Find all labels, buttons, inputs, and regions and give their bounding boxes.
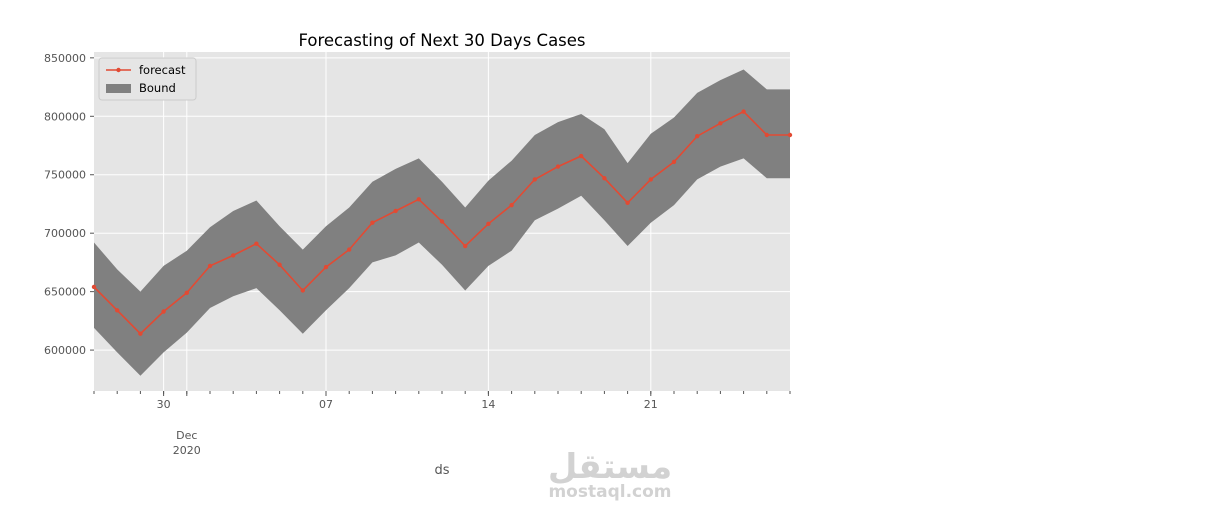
legend-bound-swatch — [106, 84, 131, 93]
forecast-point — [138, 331, 143, 336]
legend-forecast-label: forecast — [139, 63, 186, 77]
forecast-point — [91, 284, 97, 290]
forecast-point — [300, 288, 305, 293]
forecast-point — [648, 177, 653, 182]
x-tick-label: 14 — [481, 398, 495, 411]
forecast-point — [115, 308, 120, 313]
forecast-point — [555, 164, 561, 169]
forecast-point — [532, 177, 537, 182]
plot-area — [90, 52, 793, 391]
forecast-point — [184, 290, 189, 296]
forecast-point — [463, 243, 468, 249]
y-tick-label: 700000 — [44, 227, 86, 240]
forecast-point — [602, 176, 607, 181]
x-tick-label: 21 — [644, 398, 658, 411]
forecast-point — [787, 132, 793, 138]
watermark-arabic: مستقل — [548, 447, 672, 487]
forecast-point — [579, 153, 584, 159]
forecast-point — [231, 253, 236, 258]
forecast-point — [439, 219, 445, 224]
forecast-point — [207, 263, 213, 269]
x-axis-label: ds — [434, 463, 449, 478]
legend: forecast Bound — [98, 57, 197, 101]
forecast-point — [486, 221, 491, 227]
forecast-point — [764, 132, 769, 138]
chart-title: Forecasting of Next 30 Days Cases — [298, 31, 585, 50]
x-tick-year-label: 2020 — [173, 444, 201, 457]
y-tick-label: 650000 — [44, 286, 86, 299]
y-tick-label: 800000 — [44, 110, 86, 123]
forecast-point — [370, 220, 375, 225]
forecast-point — [718, 121, 723, 126]
legend-forecast-marker — [116, 67, 121, 73]
x-tick-label: 30 — [157, 398, 171, 411]
forecast-point — [393, 208, 398, 214]
forecast-point — [509, 202, 514, 208]
forecast-point — [347, 247, 352, 252]
forecast-point — [277, 262, 282, 267]
forecast-point — [741, 109, 746, 114]
x-tick-label: 07 — [319, 398, 333, 411]
forecast-point — [161, 309, 166, 314]
watermark-latin: mostaql.com — [548, 482, 671, 502]
watermark: مستقل mostaql.com — [548, 447, 672, 502]
legend-bound-label: Bound — [139, 81, 176, 95]
y-tick-label: 850000 — [44, 52, 86, 65]
forecast-point — [416, 197, 421, 202]
y-tick-label: 750000 — [44, 169, 86, 182]
forecast-point — [695, 133, 700, 139]
y-tick-label: 600000 — [44, 344, 86, 357]
x-tick-month-label: Dec — [176, 429, 197, 442]
forecast-point — [671, 159, 677, 165]
forecast-point — [323, 264, 329, 270]
forecast-point — [254, 241, 259, 246]
forecast-point — [625, 200, 630, 205]
